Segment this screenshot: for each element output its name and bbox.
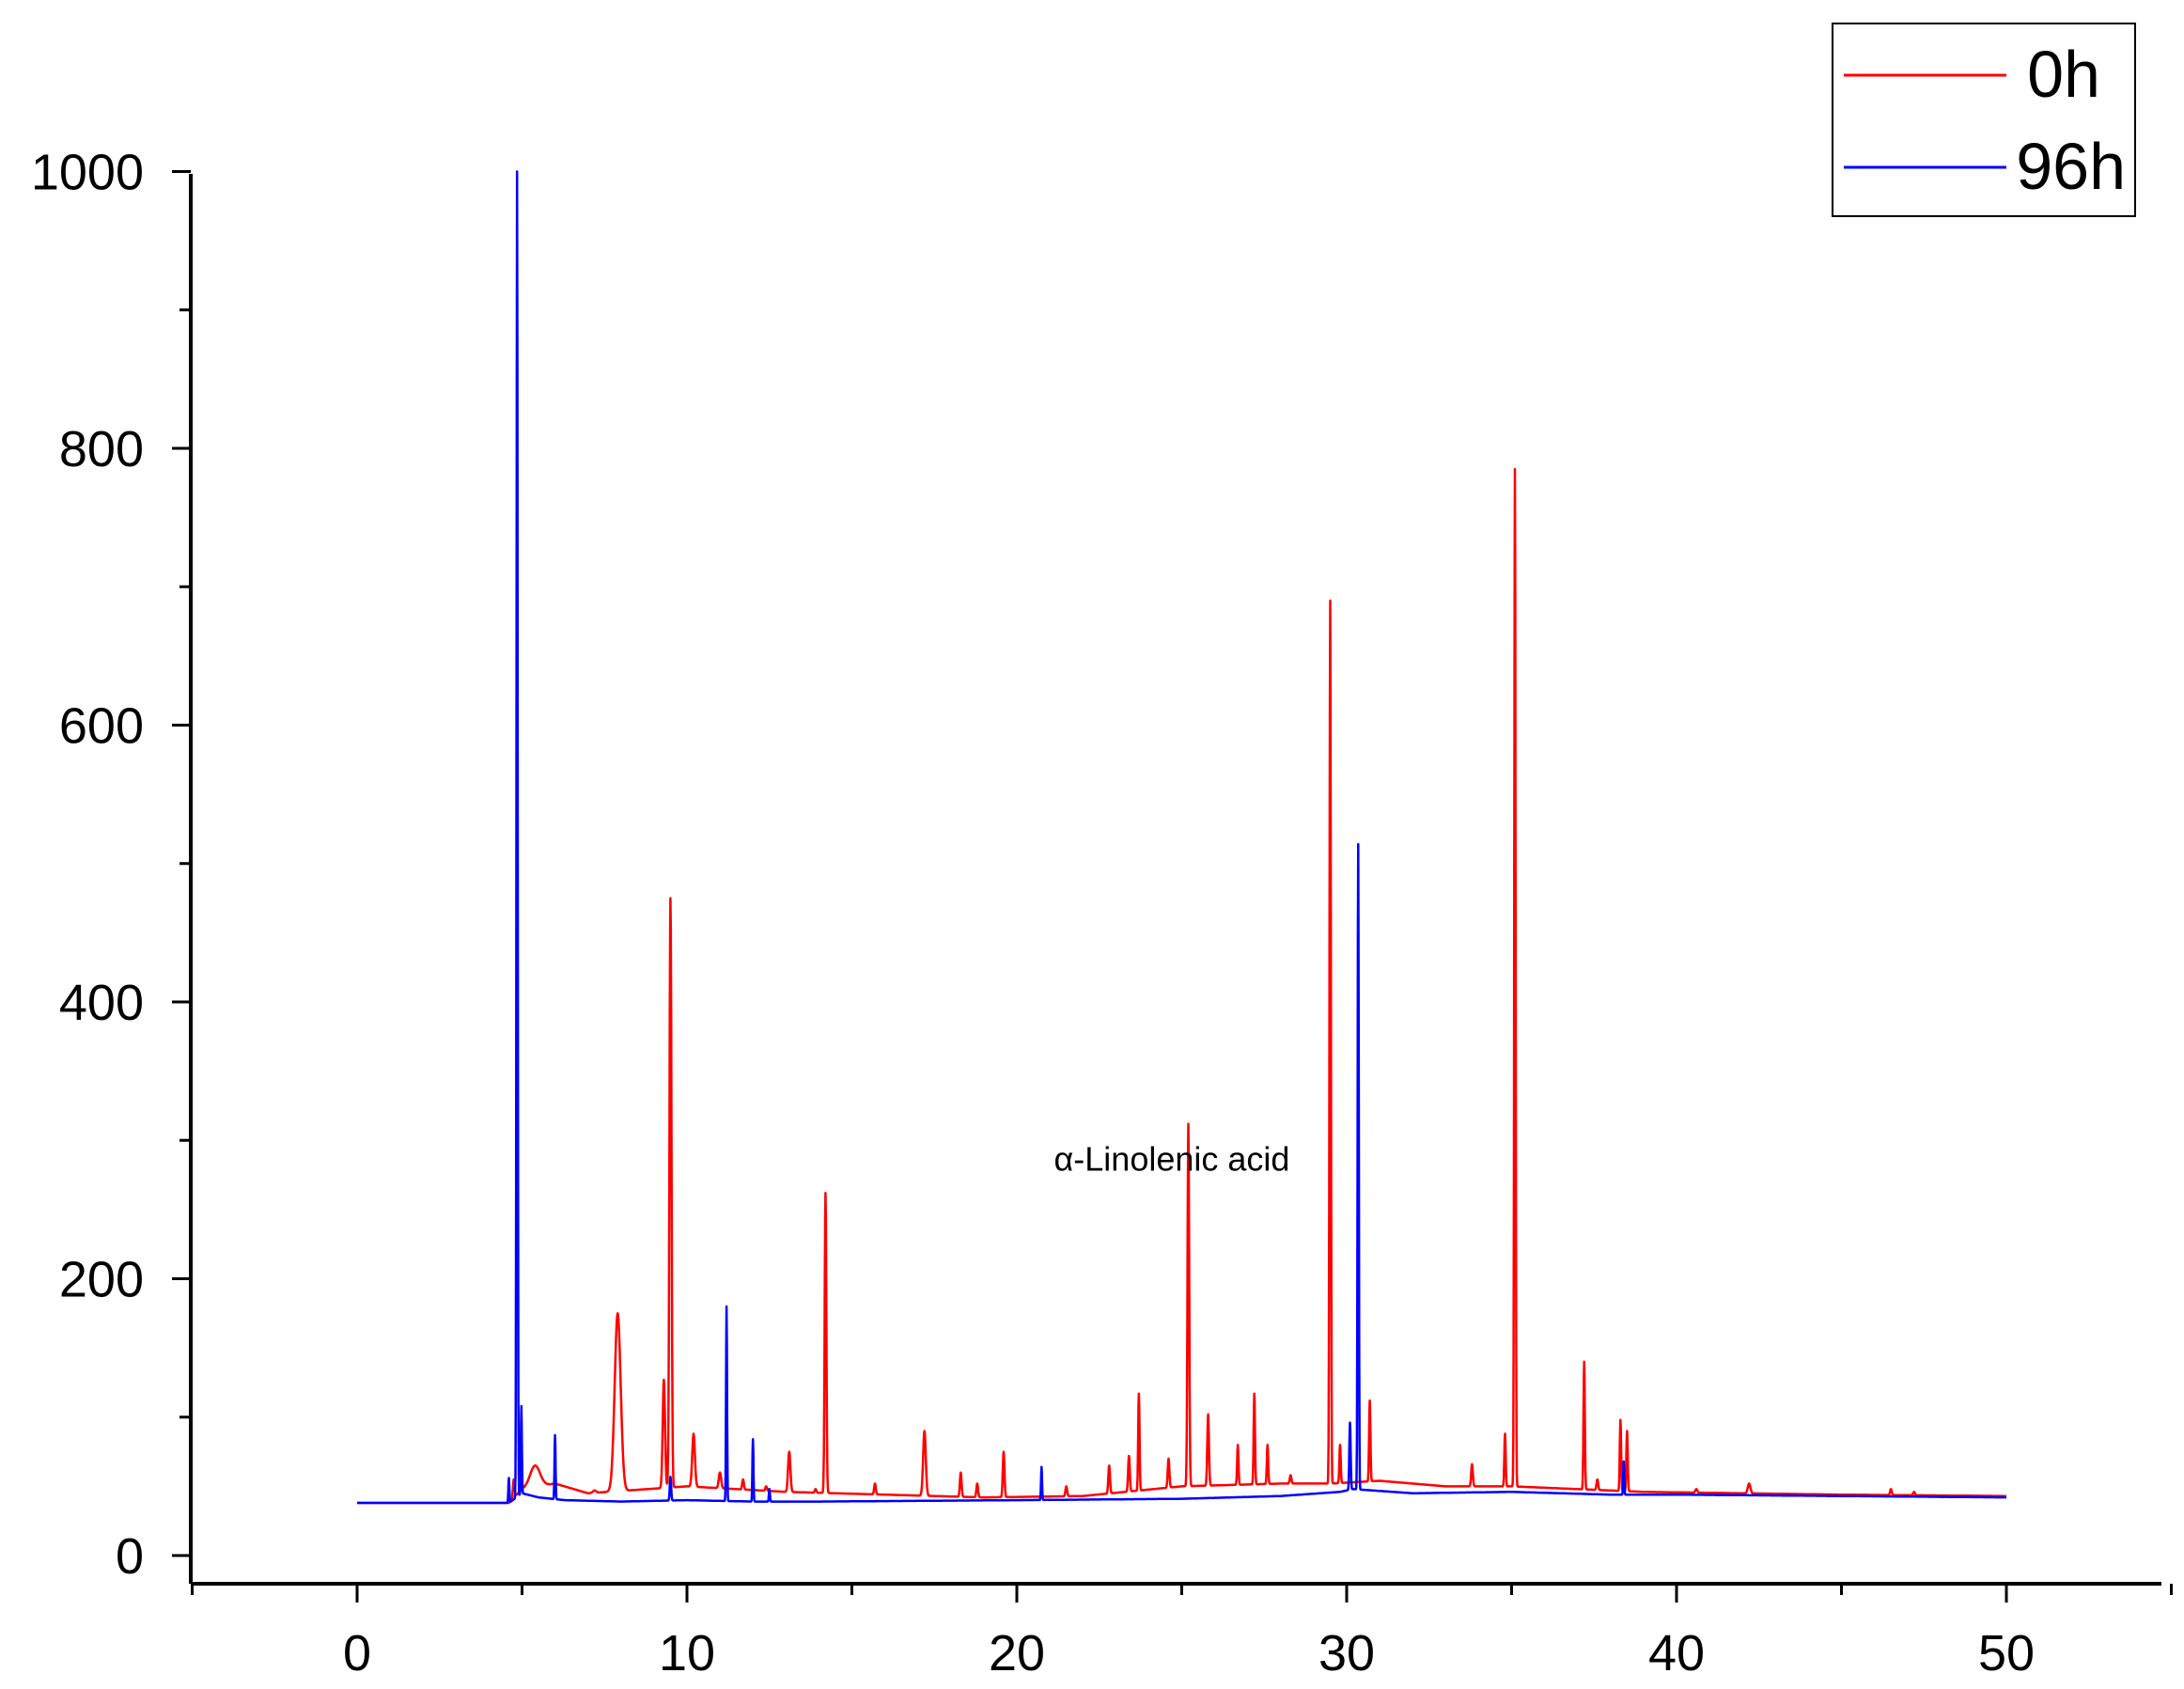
series-line-96h — [356, 170, 2007, 1505]
y-tick-label: 400 — [59, 975, 144, 1031]
x-tick-label: 30 — [1318, 1625, 1375, 1681]
y-tick-label: 800 — [59, 421, 144, 477]
legend-box — [1832, 23, 2136, 217]
y-tick-label: 0 — [116, 1528, 144, 1585]
x-tick-label: 40 — [1648, 1625, 1705, 1681]
legend: 0h 96h — [1832, 23, 2136, 217]
y-axis: 0 200 400 600 800 1000 — [31, 145, 193, 1585]
plot-series — [356, 170, 2007, 1505]
legend-label-96h: 96h — [2016, 130, 2126, 203]
legend-label-0h: 0h — [2027, 38, 2100, 111]
x-axis: 0 10 20 30 40 50 — [191, 1582, 2173, 1681]
x-tick-label: 20 — [989, 1625, 1045, 1681]
x-tick-label: 10 — [659, 1625, 715, 1681]
x-tick-label: 0 — [343, 1625, 371, 1681]
y-tick-label: 200 — [59, 1252, 144, 1308]
annotation-label: α-Linolenic acid — [1053, 1140, 1289, 1179]
y-tick-label: 600 — [59, 698, 144, 755]
x-tick-label: 50 — [1978, 1625, 2035, 1681]
y-tick-label: 1000 — [31, 145, 144, 201]
series-line-0h — [356, 467, 2007, 1505]
